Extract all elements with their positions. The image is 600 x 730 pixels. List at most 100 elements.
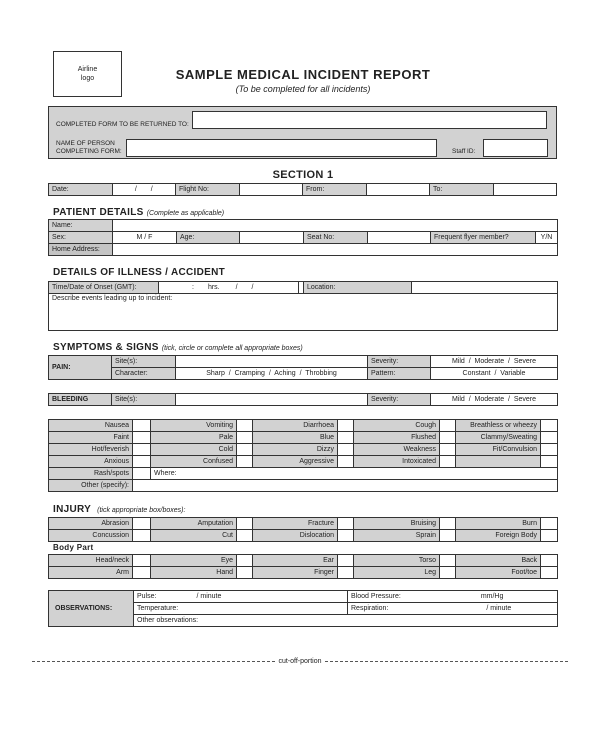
- symptom-checkbox[interactable]: [337, 455, 354, 468]
- body-part-checkbox[interactable]: [540, 566, 558, 579]
- patient-name-field[interactable]: [112, 219, 558, 232]
- onset-field[interactable]: : hrs. / /: [158, 281, 299, 294]
- injury-label: Foreign Body: [455, 529, 541, 542]
- onset-label: Time/Date of Onset (GMT):: [48, 281, 159, 294]
- rash-where-field[interactable]: Where:: [150, 467, 558, 480]
- injury-row: Abrasion Amputation Fracture Bruising Burn: [48, 517, 558, 530]
- injury-checkbox[interactable]: [439, 529, 456, 542]
- body-part-checkbox[interactable]: [236, 566, 253, 579]
- age-field[interactable]: [239, 231, 304, 244]
- symptom-checkbox[interactable]: [132, 419, 151, 432]
- symptom-label: Anxious: [48, 455, 133, 468]
- sex-field[interactable]: M / F: [112, 231, 177, 244]
- body-part-checkbox[interactable]: [540, 554, 558, 567]
- blood-pressure-field[interactable]: Blood Pressure: mm/Hg: [347, 590, 558, 603]
- page-subtitle: (To be completed for all incidents): [235, 84, 371, 94]
- observations-label: OBSERVATIONS:: [48, 590, 134, 627]
- frequent-flyer-field[interactable]: Y/N: [535, 231, 558, 244]
- body-part-row: Head/neck Eye Ear Torso Back: [48, 554, 558, 567]
- symptom-checkbox[interactable]: [236, 455, 253, 468]
- body-part-checkbox[interactable]: [337, 566, 354, 579]
- symptom-label: Cough: [353, 419, 440, 432]
- home-address-field[interactable]: [112, 243, 558, 256]
- frequent-flyer-label: Frequent flyer member?: [430, 231, 536, 244]
- date-field[interactable]: / /: [111, 183, 176, 196]
- symptom-checkbox[interactable]: [439, 431, 456, 444]
- body-part-row: Arm Hand Finger Leg Foot/toe: [48, 566, 558, 579]
- injury-label: Sprain: [353, 529, 440, 542]
- injury-checkbox[interactable]: [337, 517, 354, 530]
- bleeding-severity-options[interactable]: Mild / Moderate / Severe: [430, 393, 558, 406]
- symptom-checkbox[interactable]: [540, 431, 558, 444]
- pain-site-field[interactable]: [175, 355, 368, 368]
- body-part-checkbox[interactable]: [439, 566, 456, 579]
- symptom-label: Breathless or wheezy: [455, 419, 541, 432]
- return-to-field[interactable]: [192, 111, 547, 129]
- rash-checkbox[interactable]: [132, 467, 151, 480]
- pain-character-label: Character:: [111, 367, 176, 380]
- body-part-checkbox[interactable]: [337, 554, 354, 567]
- symptom-checkbox[interactable]: [439, 455, 456, 468]
- injury-checkbox[interactable]: [337, 529, 354, 542]
- body-part-checkbox[interactable]: [132, 566, 151, 579]
- symptom-checkbox[interactable]: [236, 443, 253, 456]
- symptom-checkbox[interactable]: [540, 443, 558, 456]
- section-1-title: SECTION 1: [272, 169, 334, 181]
- temperature-field[interactable]: Temperature:: [133, 602, 348, 615]
- symptom-checkbox[interactable]: [540, 455, 558, 468]
- airline-logo-placeholder: Airline logo: [53, 51, 122, 97]
- body-part-checkbox[interactable]: [132, 554, 151, 567]
- injury-checkbox[interactable]: [540, 517, 558, 530]
- injury-checkbox[interactable]: [439, 517, 456, 530]
- pain-character-options[interactable]: Sharp / Cramping / Aching / Throbbing: [175, 367, 368, 380]
- injury-checklist: Abrasion Amputation Fracture Bruising Burn Co…: [48, 517, 558, 542]
- symptom-checkbox[interactable]: [132, 431, 151, 444]
- body-part-checkbox[interactable]: [439, 554, 456, 567]
- seat-field[interactable]: [367, 231, 431, 244]
- symptom-checkbox[interactable]: [132, 455, 151, 468]
- pain-severity-options[interactable]: Mild / Moderate / Severe: [430, 355, 558, 368]
- symptom-checkbox[interactable]: [236, 431, 253, 444]
- flight-field[interactable]: [238, 183, 303, 196]
- from-label: From:: [302, 183, 367, 196]
- pulse-field[interactable]: Pulse: / minute: [133, 590, 348, 603]
- other-observations-field[interactable]: Other observations:: [133, 614, 558, 627]
- symptom-checkbox[interactable]: [132, 443, 151, 456]
- symptom-checkbox[interactable]: [337, 419, 354, 432]
- injury-checkbox[interactable]: [236, 529, 253, 542]
- symptom-checkbox[interactable]: [337, 431, 354, 444]
- symptom-checkbox[interactable]: [439, 443, 456, 456]
- bleeding-site-field[interactable]: [175, 393, 368, 406]
- symptom-checkbox[interactable]: [439, 419, 456, 432]
- observations-table: OBSERVATIONS: Pulse: / minute Blood Press…: [48, 590, 558, 627]
- other-symptom-field[interactable]: [132, 479, 558, 492]
- cut-off-line: cut-off-portion: [32, 656, 568, 666]
- body-part-label: Torso: [353, 554, 440, 567]
- to-field[interactable]: [492, 183, 557, 196]
- symptom-checkbox[interactable]: [236, 419, 253, 432]
- form-return-box: COMPLETED FORM TO BE RETURNED TO: NAME O…: [48, 106, 557, 159]
- respiration-field[interactable]: Respiration: / minute: [347, 602, 558, 615]
- symptom-label: Confused: [150, 455, 237, 468]
- injury-checkbox[interactable]: [236, 517, 253, 530]
- injury-checkbox[interactable]: [132, 529, 151, 542]
- location-field[interactable]: [411, 281, 558, 294]
- symptom-checkbox[interactable]: [337, 443, 354, 456]
- person-name-field[interactable]: [126, 139, 437, 157]
- age-label: Age:: [176, 231, 240, 244]
- body-part-checkbox[interactable]: [236, 554, 253, 567]
- pain-table: PAIN: Site(s): Severity: Mild / Moderate…: [48, 355, 558, 380]
- symptom-label: [455, 455, 541, 468]
- injury-checkbox[interactable]: [540, 529, 558, 542]
- staff-id-field[interactable]: [483, 139, 548, 157]
- pain-pattern-options[interactable]: Constant / Variable: [430, 367, 558, 380]
- injury-checkbox[interactable]: [132, 517, 151, 530]
- symptom-checkbox[interactable]: [540, 419, 558, 432]
- describe-events-field[interactable]: Describe events leading up to incident:: [48, 293, 558, 331]
- body-part-label: Ear: [252, 554, 338, 567]
- from-field[interactable]: [365, 183, 430, 196]
- body-part-label: Hand: [150, 566, 237, 579]
- name-label: NAME OF PERSON COMPLETING FORM:: [56, 140, 122, 155]
- staff-id-label: Staff ID:: [452, 148, 476, 155]
- to-label: To:: [429, 183, 494, 196]
